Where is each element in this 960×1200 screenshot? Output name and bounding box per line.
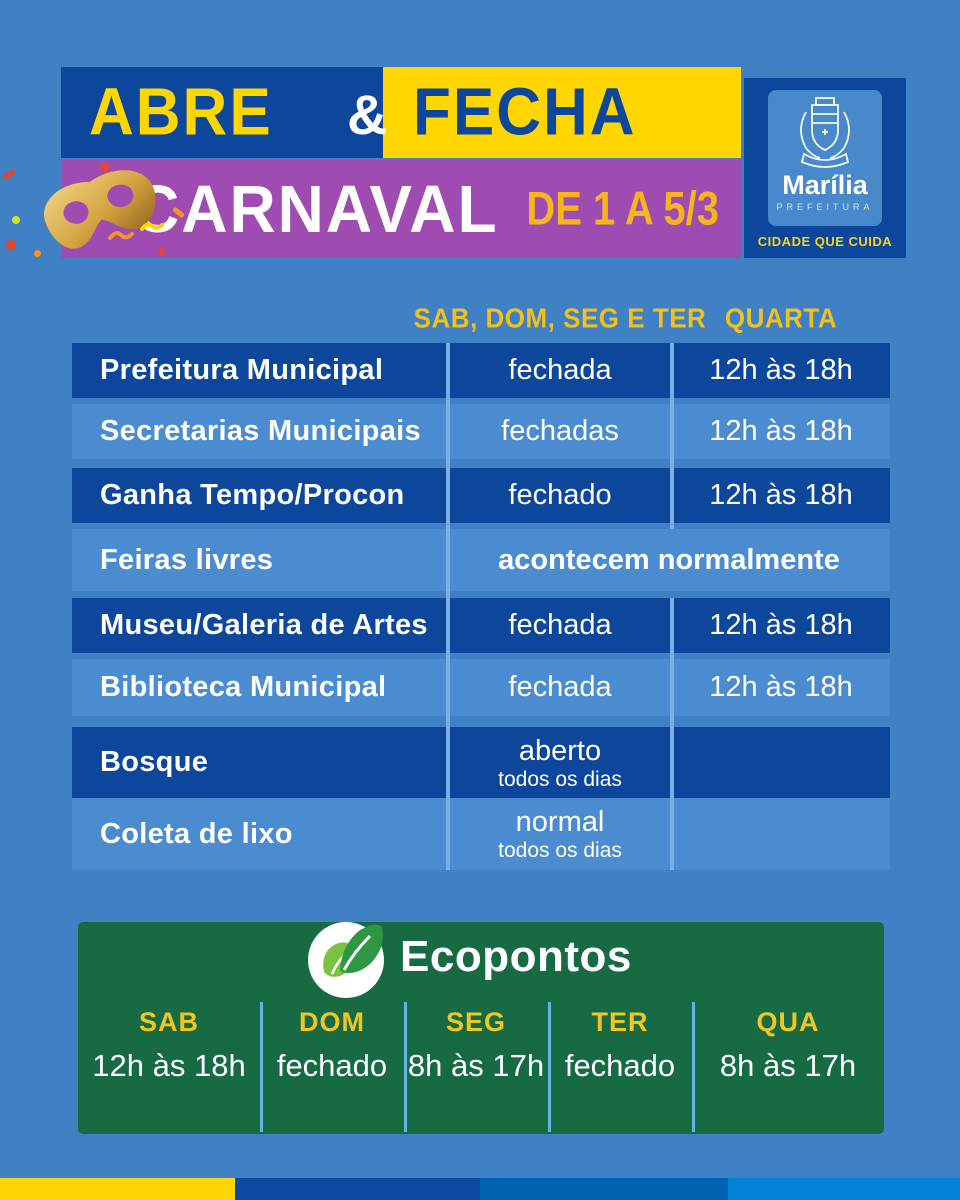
table-row: Museu/Galeria de Artes fechada 12h às 18…	[72, 598, 890, 653]
eco-hours-value: 8h às 17h	[719, 1048, 857, 1083]
title-abre: ABRE	[89, 75, 273, 150]
row-label: Feiras livres	[100, 543, 274, 576]
eco-day-header: DOM	[299, 1006, 365, 1037]
value-text: fechada	[508, 671, 612, 703]
row-wednesday-value: 12h às 18h	[672, 404, 890, 459]
column-divider	[446, 343, 450, 870]
row-label: Biblioteca Municipal	[100, 671, 387, 703]
footer-strip-lightblue	[728, 1178, 960, 1200]
row-label: Ganha Tempo/Procon	[100, 479, 405, 511]
eco-hours-value: fechado	[564, 1048, 676, 1083]
city-logo-panel: Marília PREFEITURA CIDADE QUE CUIDA	[744, 78, 906, 258]
table-row: Secretarias Municipais fechadas 12h às 1…	[72, 404, 890, 459]
row-wednesday-value: 12h às 18h	[672, 659, 890, 716]
value-text: fechadas	[501, 415, 619, 447]
eco-day-header: SAB	[138, 1006, 199, 1037]
logo-org-name: PREFEITURA	[776, 202, 874, 212]
confetti-dot	[6, 240, 16, 250]
confetti-dot	[158, 248, 165, 255]
confetti-dash	[171, 206, 186, 219]
confetti-dot	[100, 163, 109, 172]
eco-column-divider	[404, 1002, 407, 1132]
eco-hours-value: 8h às 17h	[407, 1048, 545, 1083]
title-ampersand: &	[347, 83, 388, 146]
confetti-squiggle	[140, 222, 164, 231]
column-divider	[670, 343, 674, 529]
column-header-weekend: SAB, DOM, SEG E TER	[413, 301, 707, 334]
carnaval-dates: DE 1 A 5/3	[526, 183, 719, 235]
value-text: aberto	[518, 734, 602, 767]
eco-day-header: SEG	[445, 1006, 507, 1037]
eco-column-divider	[548, 1002, 551, 1132]
ecopontos-title: Ecopontos	[400, 932, 632, 981]
row-weekend-value: fechada	[448, 659, 672, 716]
row-label: Coleta de lixo	[100, 817, 293, 850]
header-yellow-block	[383, 67, 741, 158]
footer-strip-yellow	[0, 1178, 235, 1200]
eco-leaves-icon	[308, 922, 384, 998]
row-label: Secretarias Municipais	[100, 415, 421, 447]
value-subtext: todos os dias	[498, 767, 622, 791]
footer-strip-navy	[235, 1178, 480, 1200]
row-wednesday-value: 12h às 18h	[672, 598, 890, 653]
ecopontos-panel: Ecopontos SAB DOM SEG TER QUA 12h às 18h…	[78, 922, 884, 1134]
row-label: Museu/Galeria de Artes	[100, 609, 428, 641]
column-divider	[670, 598, 674, 870]
table-row: Ganha Tempo/Procon fechado 12h às 18h	[72, 468, 890, 523]
row-label: Bosque	[100, 746, 209, 778]
table-row: Prefeitura Municipal fechada 12h às 18h	[72, 343, 890, 398]
city-logo-card: Marília PREFEITURA	[768, 90, 882, 226]
row-weekend-value: fechadas	[448, 404, 672, 459]
eco-column-divider	[692, 1002, 695, 1132]
row-weekend-value: normal todos os dias	[448, 798, 672, 870]
table-row: Coleta de lixo normal todos os dias	[72, 798, 890, 870]
logo-tagline: CIDADE QUE CUIDA	[757, 234, 893, 249]
eco-hours-value: 12h às 18h	[92, 1048, 246, 1083]
value-text: 12h às 18h	[709, 671, 853, 703]
eco-hours-value: fechado	[276, 1048, 388, 1083]
value-text: 12h às 18h	[709, 354, 853, 386]
footer-strip-blue	[480, 1178, 728, 1200]
row-wednesday-value	[672, 798, 890, 870]
value-text: normal	[515, 806, 605, 838]
value-text: 12h às 18h	[709, 415, 853, 447]
table-row: Biblioteca Municipal fechada 12h às 18h	[72, 659, 890, 716]
eco-column-divider	[260, 1002, 263, 1132]
value-subtext: todos os dias	[498, 839, 622, 862]
row-weekend-value: fechada	[448, 343, 672, 398]
confetti-dash	[1, 168, 17, 181]
carnival-mask-icon	[44, 170, 156, 249]
row-label: Prefeitura Municipal	[100, 354, 384, 386]
value-text: 12h às 18h	[709, 609, 853, 641]
row-wednesday-value: 12h às 18h	[672, 343, 890, 398]
row-wednesday-value	[672, 727, 890, 798]
table-row: Feiras livres acontecem normalmente	[72, 529, 890, 591]
confetti-dot	[34, 250, 41, 257]
value-text: fechado	[508, 479, 612, 511]
header-navy-block	[61, 67, 383, 158]
header-title-bar: ABRE & FECHA	[61, 67, 741, 158]
carnaval-text: CARNAVAL	[133, 171, 499, 247]
carnival-mask-decoration	[0, 158, 230, 298]
row-weekend-value: aberto todos os dias	[448, 727, 672, 798]
confetti-squiggle	[108, 231, 134, 240]
row-weekend-value: fechado	[448, 468, 672, 523]
table-row: Bosque aberto todos os dias	[72, 727, 890, 798]
value-text: fechada	[508, 609, 612, 641]
value-text: fechada	[508, 354, 612, 386]
row-wednesday-value: 12h às 18h	[672, 468, 890, 523]
value-text: acontecem normalmente	[498, 543, 840, 576]
logo-city-name: Marília	[782, 170, 868, 200]
eco-day-header: TER	[591, 1006, 649, 1037]
value-text: 12h às 18h	[709, 479, 853, 511]
row-span-value: acontecem normalmente	[448, 529, 890, 591]
row-weekend-value: fechada	[448, 598, 672, 653]
eco-day-header: QUA	[756, 1006, 820, 1037]
title-fecha: FECHA	[413, 75, 637, 150]
confetti-dot	[12, 216, 20, 224]
coat-of-arms-icon	[800, 97, 850, 168]
column-header-wednesday: QUARTA	[724, 301, 838, 334]
